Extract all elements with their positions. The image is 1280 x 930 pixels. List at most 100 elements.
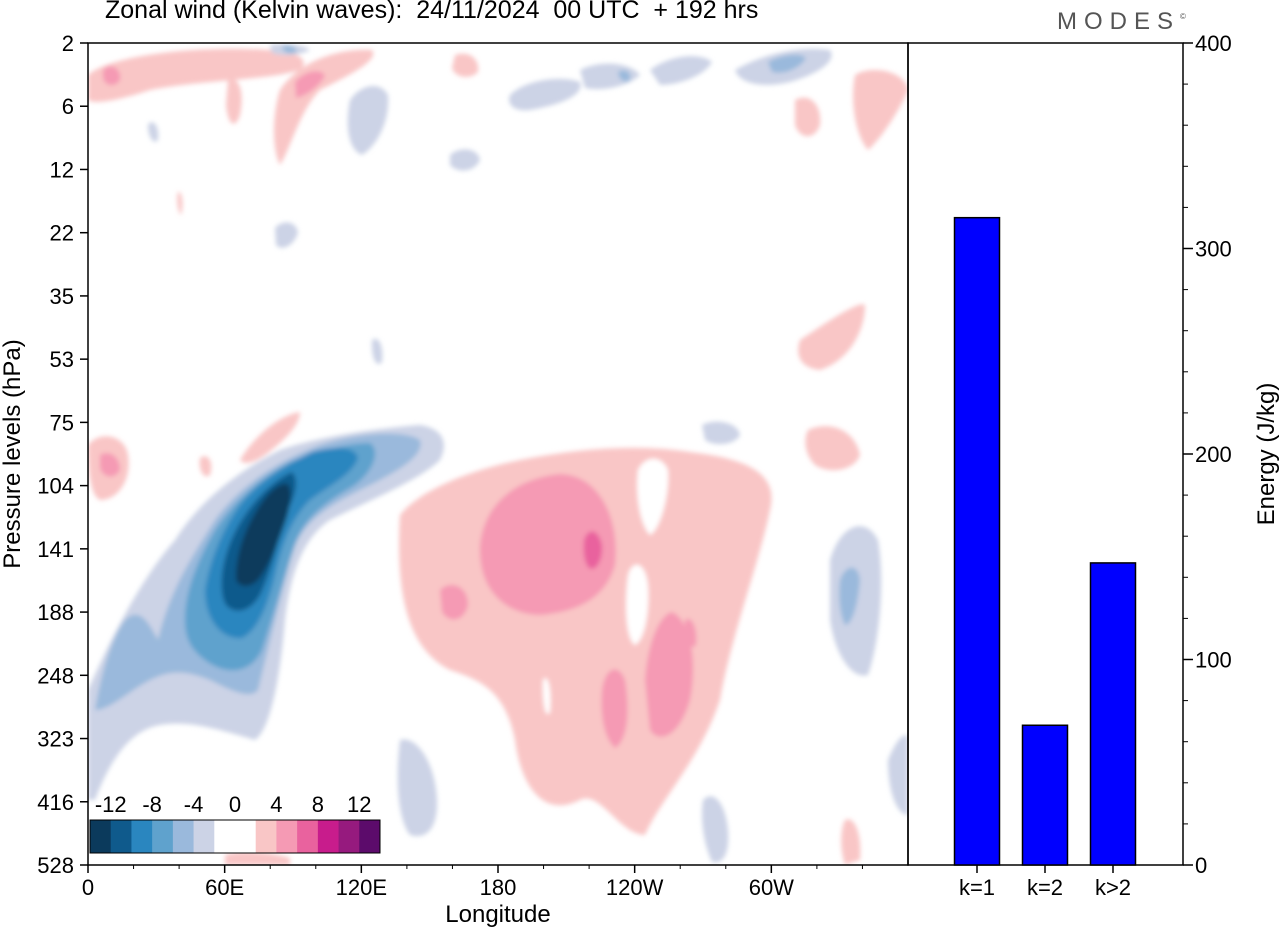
colorbar-tick-label: 4 <box>270 792 282 817</box>
y-tick-label: 141 <box>37 537 74 562</box>
easterly-max <box>236 483 291 586</box>
bar-category-label: k>2 <box>1095 875 1131 900</box>
colorbar-tick-label: -12 <box>95 792 127 817</box>
colorbar-labels: -12 -8 -4 0 4 8 12 <box>95 792 372 817</box>
chart-title: Zonal wind (Kelvin waves): 24/11/2024 00… <box>105 0 759 24</box>
westerly-core <box>685 618 697 647</box>
bar-y-axis: 0 100 200 300 400 <box>1183 31 1232 878</box>
westerly-core <box>601 669 628 748</box>
y-tick-label: 188 <box>37 600 74 625</box>
westerly-core <box>479 474 616 615</box>
easterly-region <box>580 63 640 90</box>
colorbar-swatch <box>338 820 360 853</box>
heatmap-frame <box>87 42 909 866</box>
y-tick-label: 6 <box>62 94 74 119</box>
bar-x-axis: k=1 k=2 k>2 <box>959 865 1131 900</box>
easterly-core <box>618 70 631 82</box>
westerly-core <box>645 612 694 737</box>
westerly-region <box>805 426 860 471</box>
y-axis-label: Pressure levels (hPa) <box>0 339 26 568</box>
colorbar-swatch <box>255 820 277 853</box>
colorbar-swatches <box>90 820 381 853</box>
y-tick-label: 104 <box>37 474 74 499</box>
easterly-region <box>450 149 480 171</box>
easterly-core <box>768 54 806 73</box>
easterly-core <box>282 45 297 54</box>
colorbar-swatch <box>193 820 215 853</box>
y-tick-label: 2 <box>62 31 74 56</box>
bar-y-tick-label: 200 <box>1195 442 1232 467</box>
westerly-max <box>583 531 603 569</box>
bar-y-tick-label: 0 <box>1195 853 1207 878</box>
colorbar-tick-label: 8 <box>312 792 324 817</box>
y-tick-label: 528 <box>37 853 74 878</box>
bar-y-tick-label: 400 <box>1195 31 1232 56</box>
colorbar: -12 -8 -4 0 4 8 12 <box>89 792 381 854</box>
colorbar-tick-label: 12 <box>347 792 371 817</box>
y-axis: 2 6 12 22 35 53 75 104 141 188 248 323 416 528 <box>37 31 88 878</box>
bar-y-axis-label: Energy (J/kg) <box>1253 383 1280 526</box>
colorbar-swatch <box>276 820 298 853</box>
x-tick-label: 60E <box>205 875 244 900</box>
westerly-region <box>177 191 183 215</box>
y-tick-label: 416 <box>37 790 74 815</box>
colorbar-swatch <box>131 820 153 853</box>
y-tick-label: 35 <box>50 284 74 309</box>
bar-y-tick-label: 300 <box>1195 237 1232 262</box>
energy-bar <box>1089 562 1137 866</box>
easterly-region <box>509 78 581 111</box>
colorbar-swatch <box>172 820 195 853</box>
colorbar-swatch <box>90 820 112 853</box>
westerly-region <box>795 97 821 137</box>
energy-bar <box>953 216 1001 866</box>
x-tick-label: 0 <box>82 875 94 900</box>
easterly-core <box>839 567 860 625</box>
energy-bar-chart: k=1 k=2 k>2 0 100 200 300 400 Energy (J/kg) <box>907 31 1280 900</box>
colorbar-frame <box>89 819 381 854</box>
energy-bar <box>1021 724 1069 866</box>
brand-mark: © <box>1180 12 1186 21</box>
westerly-region <box>199 456 212 477</box>
westerly-region <box>225 852 290 865</box>
modes-logo: MODES© <box>1057 8 1186 36</box>
colorbar-swatch <box>297 820 319 853</box>
colorbar-swatch <box>110 820 132 853</box>
x-tick-label: 60W <box>749 875 794 900</box>
colorbar-swatch <box>214 820 236 853</box>
x-tick-label: 120E <box>336 875 387 900</box>
heatmap-axes: 0 60E 120E 180 120W 60W 2 6 12 22 35 53 75 104 141 188… <box>0 31 909 928</box>
westerly-core <box>440 585 468 620</box>
y-tick-label: 248 <box>37 663 74 688</box>
easterly-region <box>702 421 740 445</box>
westerly-region <box>841 819 861 865</box>
westerly-region <box>240 412 300 463</box>
colorbar-tick-label: -4 <box>184 792 204 817</box>
x-tick-label: 120W <box>606 875 664 900</box>
colorbar-swatch <box>152 820 174 853</box>
westerly-region <box>226 79 242 124</box>
easterly-region <box>888 735 908 815</box>
colorbar-tick-label: -8 <box>142 792 162 817</box>
y-tick-label: 53 <box>50 347 74 372</box>
colorbar-swatch <box>317 820 340 853</box>
westerly-region <box>452 53 479 77</box>
westerly-region <box>798 304 865 370</box>
easterly-region <box>275 222 298 248</box>
x-axis: 0 60E 120E 180 120W 60W <box>82 865 863 900</box>
westerly-region <box>853 70 908 150</box>
easterly-region <box>371 338 383 364</box>
y-tick-label: 12 <box>50 157 74 182</box>
easterly-region <box>702 796 729 863</box>
colorbar-swatch <box>235 820 257 853</box>
westerly-region <box>88 48 304 102</box>
colorbar-tick-label: 0 <box>229 792 241 817</box>
westerly-core <box>100 453 120 477</box>
bar-y-tick-label: 100 <box>1195 648 1232 673</box>
zero-gap <box>637 458 669 535</box>
westerly-core <box>103 66 121 86</box>
y-tick-label: 22 <box>50 221 74 246</box>
easterly-region <box>148 122 159 142</box>
easterly-region <box>397 739 438 837</box>
bar-category-label: k=1 <box>959 875 995 900</box>
